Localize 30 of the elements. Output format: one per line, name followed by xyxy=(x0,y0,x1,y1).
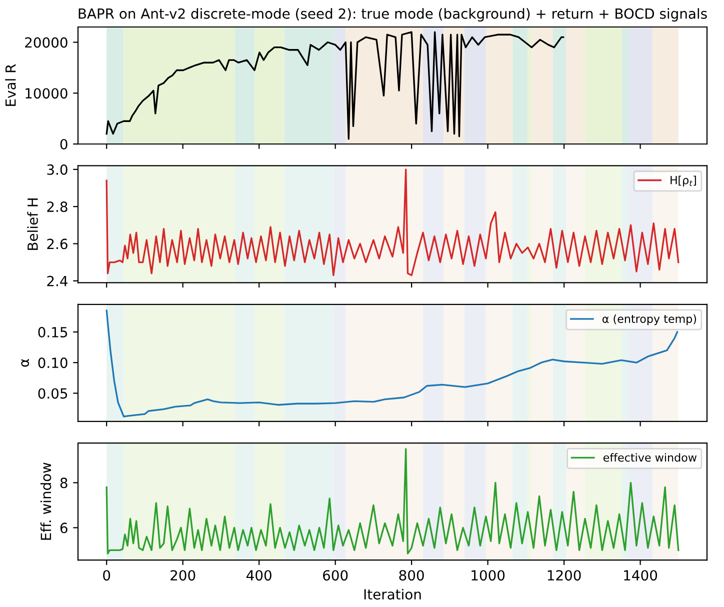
chart-title: BAPR on Ant-v2 discrete-mode (seed 2): true mode (background) + return + BOCD signals xyxy=(78,8,707,22)
y-tick-label: 2.4 xyxy=(47,276,68,286)
x-tick-label: 0 xyxy=(103,570,110,581)
x-axis-title: Iteration xyxy=(364,588,421,600)
y-tick-label: 3.0 xyxy=(47,164,68,175)
x-tick-label: 800 xyxy=(399,570,424,581)
legend-label: α (entropy temp) xyxy=(602,314,696,326)
legend-label: H[ρ$_{t}$] xyxy=(670,176,696,186)
y-tick-label: 2.6 xyxy=(47,238,68,250)
y-axis-title: Eval R xyxy=(5,64,16,106)
y-tick-label: 8 xyxy=(60,478,68,488)
y-tick-label: 0 xyxy=(60,138,68,150)
y-tick-label: 2.8 xyxy=(47,202,68,212)
x-tick-label: 400 xyxy=(246,570,272,581)
y-axis-title: Eff. window xyxy=(40,462,52,540)
y-tick-label: 0.10 xyxy=(38,358,68,368)
y-tick-label: 6 xyxy=(60,522,68,534)
x-tick-label: 1400 xyxy=(624,570,658,581)
y-tick-label: 0.15 xyxy=(38,326,68,338)
y-tick-label: 20000 xyxy=(25,37,68,48)
x-tick-label: 200 xyxy=(170,570,196,581)
y-axis-title: Belief H xyxy=(27,198,38,250)
x-tick-label: 1200 xyxy=(548,570,581,581)
legend-label: effective window xyxy=(603,453,697,462)
y-tick-label: 10000 xyxy=(26,88,68,99)
y-axis-title: α xyxy=(21,358,30,367)
x-tick-label: 600 xyxy=(323,570,348,581)
x-tick-label: 1000 xyxy=(472,570,505,581)
line-series xyxy=(106,31,564,140)
y-tick-label: 0.05 xyxy=(38,388,68,399)
